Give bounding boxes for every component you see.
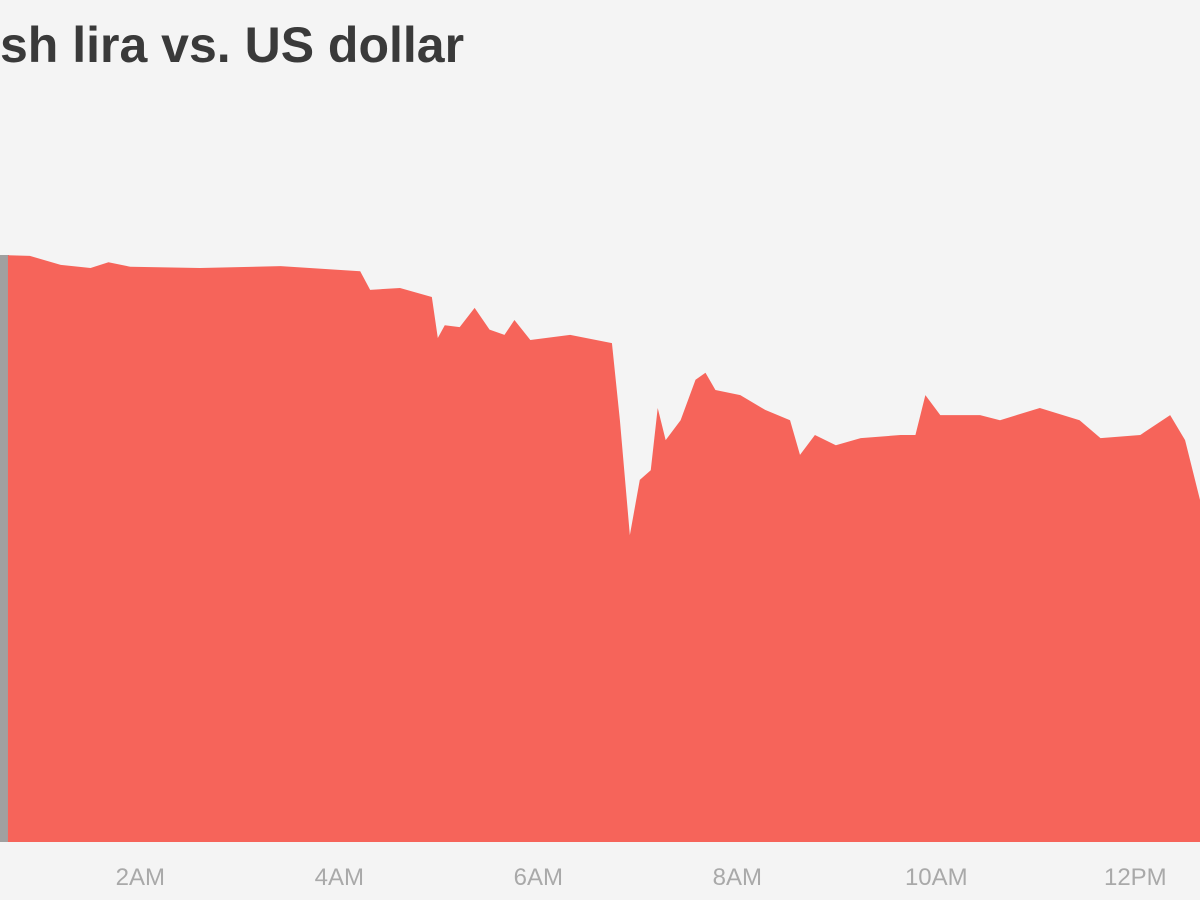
area xyxy=(7,255,1200,842)
x-tick-label: 6AM xyxy=(514,864,563,891)
x-tick-label: 2AM xyxy=(116,864,165,891)
x-tick-label: 8AM xyxy=(713,864,762,891)
start-bar xyxy=(0,255,9,842)
x-tick-label: 10AM xyxy=(905,864,968,891)
chart-title: sh lira vs. US dollar xyxy=(0,17,464,73)
x-tick-label: 12PM xyxy=(1104,864,1167,891)
x-tick-label: 4AM xyxy=(315,864,364,891)
